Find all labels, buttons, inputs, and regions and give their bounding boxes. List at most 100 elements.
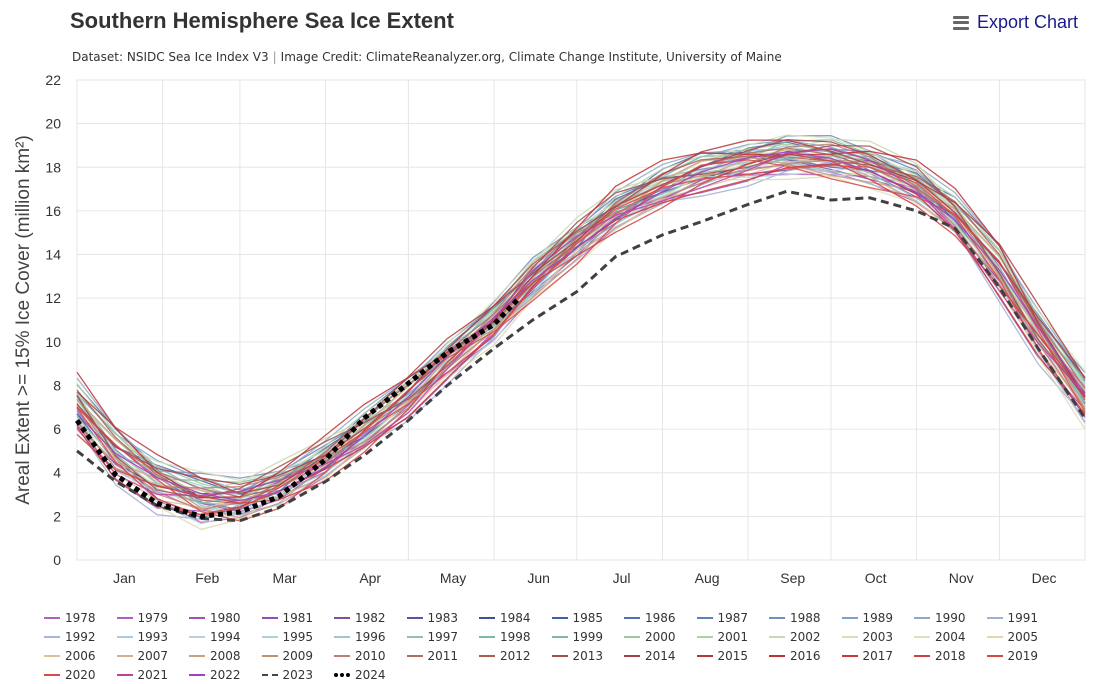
legend-item-1980[interactable]: 1980 bbox=[189, 609, 262, 627]
legend-swatch bbox=[914, 617, 930, 619]
legend-label: 2013 bbox=[572, 649, 604, 663]
legend-label: 2002 bbox=[790, 630, 821, 644]
legend-item-1979[interactable]: 1979 bbox=[116, 609, 190, 627]
legend-item-1996[interactable]: 1996 bbox=[334, 628, 407, 646]
legend-item-2003[interactable]: 2003 bbox=[841, 628, 915, 646]
legend-label: 2017 bbox=[862, 649, 894, 663]
export-chart-button[interactable]: Export Chart bbox=[952, 12, 1078, 33]
legend-item-1981[interactable]: 1981 bbox=[261, 609, 335, 627]
x-tick-label: Nov bbox=[949, 570, 974, 586]
legend-label: 2015 bbox=[717, 649, 749, 663]
legend-item-1985[interactable]: 1985 bbox=[551, 609, 625, 627]
legend-item-2018[interactable]: 2018 bbox=[914, 647, 987, 665]
legend-label: 2011 bbox=[427, 649, 459, 663]
legend-item-1995[interactable]: 1995 bbox=[261, 628, 335, 646]
legend-item-2015[interactable]: 2015 bbox=[696, 647, 770, 665]
legend-item-1999[interactable]: 1999 bbox=[551, 628, 625, 646]
legend-swatch bbox=[769, 636, 785, 638]
legend-item-2010[interactable]: 2010 bbox=[334, 647, 407, 665]
x-tick-label: Dec bbox=[1032, 570, 1057, 586]
x-tick-label: Aug bbox=[695, 570, 720, 586]
legend-item-1990[interactable]: 1990 bbox=[914, 609, 987, 627]
legend-label: 1992 bbox=[65, 630, 96, 644]
legend-label: 2006 bbox=[65, 649, 96, 663]
legend-item-1988[interactable]: 1988 bbox=[769, 609, 842, 627]
legend-label: 1985 bbox=[572, 611, 604, 625]
legend-item-2023[interactable]: 2023 bbox=[261, 666, 335, 684]
legend-item-2012[interactable]: 2012 bbox=[479, 647, 552, 665]
legend-item-2006[interactable]: 2006 bbox=[44, 647, 117, 665]
legend-item-1991[interactable]: 1991 bbox=[986, 609, 1060, 627]
legend-swatch bbox=[696, 617, 713, 619]
legend-label: 2020 bbox=[65, 668, 96, 682]
legend-item-1982[interactable]: 1982 bbox=[334, 609, 407, 627]
legend-swatch bbox=[406, 636, 423, 638]
series-line-2019 bbox=[76, 159, 1086, 522]
legend-swatch bbox=[406, 617, 423, 619]
legend-label: 1998 bbox=[500, 630, 531, 644]
legend-swatch bbox=[406, 655, 423, 657]
legend-item-2005[interactable]: 2005 bbox=[986, 628, 1060, 646]
legend-item-1983[interactable]: 1983 bbox=[406, 609, 480, 627]
legend-item-2017[interactable]: 2017 bbox=[841, 647, 915, 665]
legend-label: 2010 bbox=[355, 649, 386, 663]
legend-swatch bbox=[261, 617, 278, 619]
legend-swatch bbox=[334, 617, 350, 619]
legend-swatch bbox=[769, 655, 785, 657]
export-chart-label: Export Chart bbox=[976, 12, 1078, 32]
y-tick-label: 2 bbox=[53, 508, 61, 524]
legend-item-1992[interactable]: 1992 bbox=[44, 628, 117, 646]
series-line-2020 bbox=[76, 164, 1086, 517]
x-tick-label: Jul bbox=[613, 570, 631, 586]
legend-item-1978[interactable]: 1978 bbox=[44, 609, 117, 627]
x-tick-label: Apr bbox=[359, 570, 381, 586]
series-line-2010 bbox=[76, 143, 1086, 489]
legend-item-2016[interactable]: 2016 bbox=[769, 647, 842, 665]
legend-swatch bbox=[44, 655, 60, 657]
legend-item-2008[interactable]: 2008 bbox=[189, 647, 262, 665]
legend-item-2000[interactable]: 2000 bbox=[624, 628, 697, 646]
legend-item-1998[interactable]: 1998 bbox=[479, 628, 552, 646]
legend-item-1987[interactable]: 1987 bbox=[696, 609, 770, 627]
legend-item-2021[interactable]: 2021 bbox=[116, 666, 190, 684]
legend-item-2007[interactable]: 2007 bbox=[116, 647, 190, 665]
series-line-1983 bbox=[76, 160, 1086, 519]
legend-swatch bbox=[261, 674, 278, 676]
legend-item-2024[interactable]: 2024 bbox=[334, 666, 407, 684]
legend-item-2013[interactable]: 2013 bbox=[551, 647, 625, 665]
legend-label: 1979 bbox=[137, 611, 169, 625]
legend-item-1986[interactable]: 1986 bbox=[624, 609, 697, 627]
legend-label: 2009 bbox=[282, 649, 314, 663]
legend-item-2020[interactable]: 2020 bbox=[44, 666, 117, 684]
legend-item-2022[interactable]: 2022 bbox=[189, 666, 262, 684]
legend-item-1984[interactable]: 1984 bbox=[479, 609, 552, 627]
legend-item-1993[interactable]: 1993 bbox=[116, 628, 190, 646]
legend-item-2011[interactable]: 2011 bbox=[406, 647, 480, 665]
x-tick-label: Sep bbox=[780, 570, 805, 586]
legend-label: 2003 bbox=[862, 630, 894, 644]
legend-swatch bbox=[986, 636, 1003, 638]
legend-item-2019[interactable]: 2019 bbox=[986, 647, 1060, 665]
y-tick-label: 4 bbox=[53, 465, 61, 481]
legend-label: 1984 bbox=[500, 611, 531, 625]
legend-item-2009[interactable]: 2009 bbox=[261, 647, 335, 665]
legend-label: 1991 bbox=[1007, 611, 1039, 625]
legend-item-1989[interactable]: 1989 bbox=[841, 609, 915, 627]
legend-item-2001[interactable]: 2001 bbox=[696, 628, 770, 646]
legend-swatch bbox=[769, 617, 785, 619]
legend-label: 1980 bbox=[210, 611, 241, 625]
legend-label: 1982 bbox=[355, 611, 386, 625]
legend-swatch bbox=[986, 655, 1003, 657]
legend-item-2002[interactable]: 2002 bbox=[769, 628, 842, 646]
legend-label: 2000 bbox=[645, 630, 676, 644]
legend-item-2014[interactable]: 2014 bbox=[624, 647, 697, 665]
legend-swatch bbox=[261, 636, 278, 638]
legend-label: 1989 bbox=[862, 611, 894, 625]
legend-item-1997[interactable]: 1997 bbox=[406, 628, 480, 646]
legend-item-1994[interactable]: 1994 bbox=[189, 628, 262, 646]
legend-label: 2008 bbox=[210, 649, 241, 663]
legend-swatch bbox=[116, 636, 133, 638]
legend-item-2004[interactable]: 2004 bbox=[914, 628, 987, 646]
dataset-credit: Dataset: NSIDC Sea Ice Index V3 bbox=[72, 50, 269, 64]
legend-label: 2014 bbox=[645, 649, 676, 663]
